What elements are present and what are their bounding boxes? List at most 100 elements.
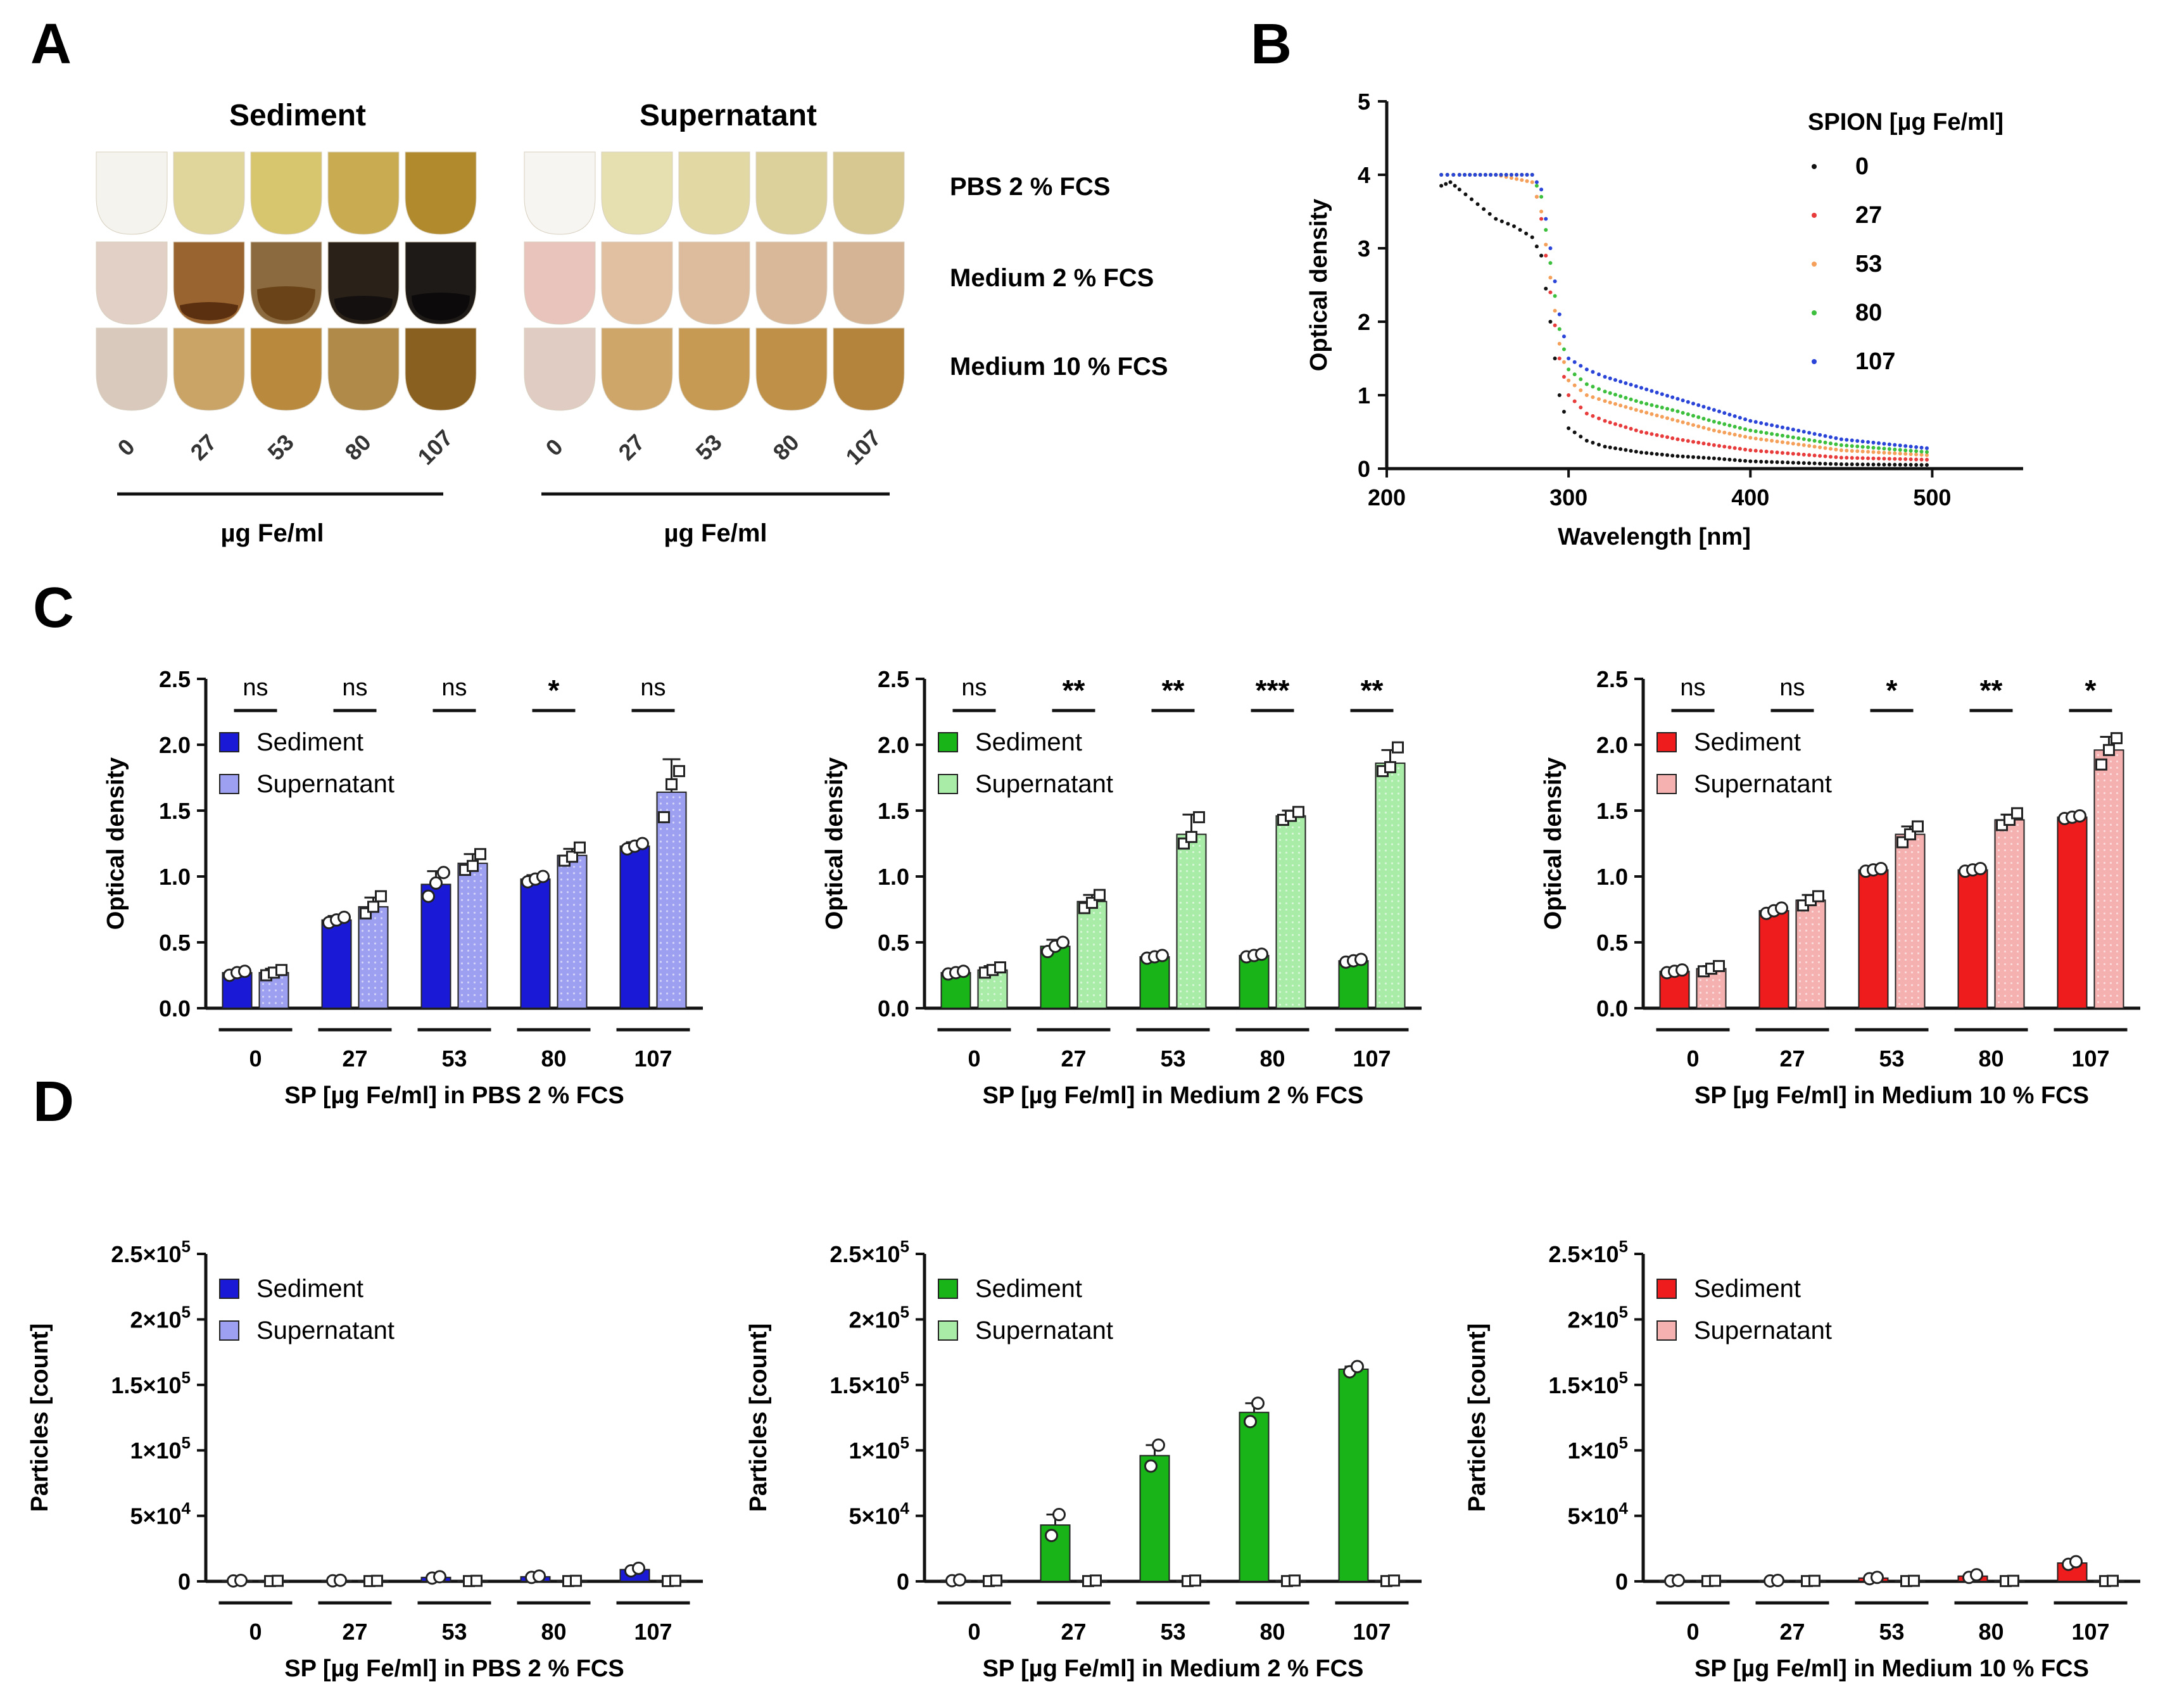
bar-texture-dot (1997, 849, 2000, 852)
bar-texture-dot (1378, 843, 1381, 845)
bar-texture-dot (1092, 937, 1095, 940)
bar-texture-dot (1179, 870, 1182, 873)
legend-label-sediment: Sediment (975, 1275, 1082, 1303)
data-point (1384, 761, 1396, 773)
bar-texture-dot (1805, 923, 1808, 926)
bar-texture-dot (1080, 962, 1083, 965)
legend-marker (1812, 262, 1817, 267)
bar-texture-dot (2097, 874, 2100, 876)
series-80-point (1801, 437, 1806, 441)
bar-texture-dot (2016, 880, 2019, 883)
bar-texture-dot (367, 942, 370, 945)
bar-texture-dot (1378, 938, 1381, 940)
bar-texture-dot (659, 923, 662, 925)
bar-texture-dot (666, 872, 669, 875)
bar-texture-dot (1198, 971, 1201, 974)
bar-texture-dot (2109, 956, 2112, 959)
bar-texture-dot (1198, 965, 1201, 968)
bar-texture-dot (1185, 958, 1189, 961)
y-tick-mantissa: 2×10 (130, 1306, 181, 1332)
data-point (2011, 807, 2023, 819)
bar-texture-dot (678, 967, 681, 970)
bar-texture-dot (1712, 992, 1715, 994)
bar-texture-dot (460, 911, 464, 914)
bar-texture-dot (560, 948, 563, 951)
bar-texture-dot (1817, 910, 1820, 913)
bar-texture-dot (1278, 832, 1282, 835)
bar-texture-dot (1997, 937, 2000, 940)
series-80-point (1903, 448, 1908, 453)
bar-texture-dot (1297, 832, 1301, 835)
bar-texture-dot (1384, 957, 1387, 959)
bar-texture-dot (1291, 851, 1294, 854)
y-tick-mantissa: 0 (897, 1569, 909, 1595)
bar-texture-dot (2003, 988, 2007, 991)
legend-swatch-supernatant (1656, 774, 1677, 794)
series-0-point (1572, 430, 1577, 434)
bar-texture-dot (1185, 876, 1189, 879)
series-53-point (1860, 449, 1865, 453)
bar-texture-dot (1285, 864, 1288, 866)
bar-texture-dot (1391, 805, 1394, 807)
bar-texture-dot (659, 980, 662, 982)
bar-texture-dot (678, 954, 681, 957)
bar-sediment-107 (1338, 1368, 1369, 1582)
bar-texture-dot (374, 980, 377, 983)
bar-texture-dot (1811, 910, 1814, 913)
legend-label-supernatant: Supernatant (975, 770, 1113, 798)
series-80-point (1898, 448, 1902, 452)
bar-texture-dot (1917, 920, 1920, 923)
bar-texture-dot (1811, 992, 1814, 996)
legend-swatch-supernatant (938, 774, 958, 794)
bar-texture-dot (1718, 998, 1721, 1001)
series-0-point (1518, 228, 1522, 232)
y-tick-exponent: 5 (900, 1237, 909, 1256)
series-80-point (1796, 436, 1801, 440)
bar-texture-dot (1805, 935, 1808, 939)
y-tick-label: 2.5×105 (111, 1237, 191, 1267)
y-tick-label: 5×104 (1567, 1499, 1628, 1529)
bar-texture-dot (1185, 920, 1189, 923)
series-80-point (1562, 347, 1566, 351)
bar-texture-dot (1099, 911, 1102, 914)
bar-texture-dot (1391, 1001, 1394, 1004)
bar-texture-dot (1391, 786, 1394, 788)
bar-texture-dot (2109, 779, 2112, 781)
bar-texture-dot (672, 897, 675, 900)
bar-texture-dot (2097, 937, 2100, 940)
series-27-point (1732, 446, 1737, 450)
bar-texture-dot (374, 999, 377, 1002)
series-0-point (1812, 461, 1817, 465)
bar-texture-dot (2097, 988, 2100, 990)
bar-supernatant-107 (1375, 762, 1406, 1009)
bar-texture-dot (1192, 996, 1195, 999)
bar-texture-dot (2016, 849, 2019, 852)
bar-texture-dot (1997, 880, 2000, 883)
series-80-point (1828, 441, 1833, 446)
bar-texture-dot (1378, 925, 1381, 928)
bar-texture-dot (1086, 968, 1089, 971)
series-53-point (1717, 429, 1722, 434)
bar-texture-dot (1910, 863, 1914, 866)
bar-texture-dot (572, 942, 576, 944)
y-tick-label: 1×105 (1567, 1433, 1628, 1464)
bar-texture-dot (1285, 990, 1288, 993)
series-0-point (1448, 180, 1453, 184)
bar-texture-dot (2097, 823, 2100, 826)
bar-texture-dot (1378, 900, 1381, 902)
bar-texture-dot (1384, 868, 1387, 871)
bar-texture-dot (566, 904, 569, 906)
significance-label: ** (1162, 674, 1185, 707)
bar-texture-dot (2103, 868, 2106, 870)
series-53-point (1722, 430, 1727, 434)
bar-texture-dot (672, 942, 675, 944)
y-tick-label: 0.5 (1596, 930, 1628, 956)
series-27-point (1780, 451, 1784, 455)
bar-texture-dot (579, 948, 582, 951)
bar-texture-dot (1291, 940, 1294, 942)
bar-texture-dot (1198, 946, 1201, 949)
bar-texture-dot (2010, 956, 2013, 959)
bar-texture-dot (1391, 792, 1394, 795)
bar-texture-dot (1910, 920, 1914, 923)
series-80-point (1644, 402, 1649, 406)
